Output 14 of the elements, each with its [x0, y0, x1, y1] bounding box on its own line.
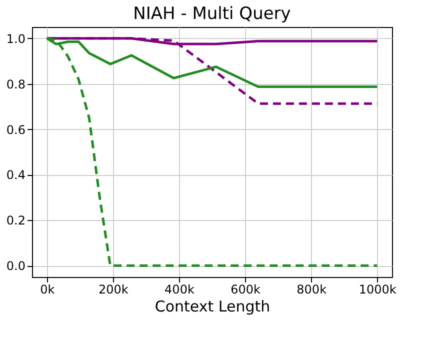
x-tick-label: 1000k — [358, 282, 396, 296]
x-tick-label: 0k — [40, 282, 55, 296]
x-tick-label: 800k — [296, 282, 327, 296]
x-tick-label: 400k — [164, 282, 194, 296]
y-tick-label: 0.2 — [6, 214, 26, 228]
x-tick-label: 600k — [230, 282, 260, 296]
y-tick-label: 0.8 — [6, 77, 26, 92]
x-axis-title: Context Length — [154, 298, 270, 316]
chart-title: NIAH - Multi Query — [133, 4, 291, 24]
x-tick-label: 200k — [98, 282, 128, 296]
y-tick-label: 0.6 — [6, 122, 26, 137]
y-tick-label: 0.4 — [6, 168, 26, 182]
y-tick-label: 1.0 — [6, 32, 26, 46]
y-tick-label: 0.0 — [6, 259, 26, 274]
